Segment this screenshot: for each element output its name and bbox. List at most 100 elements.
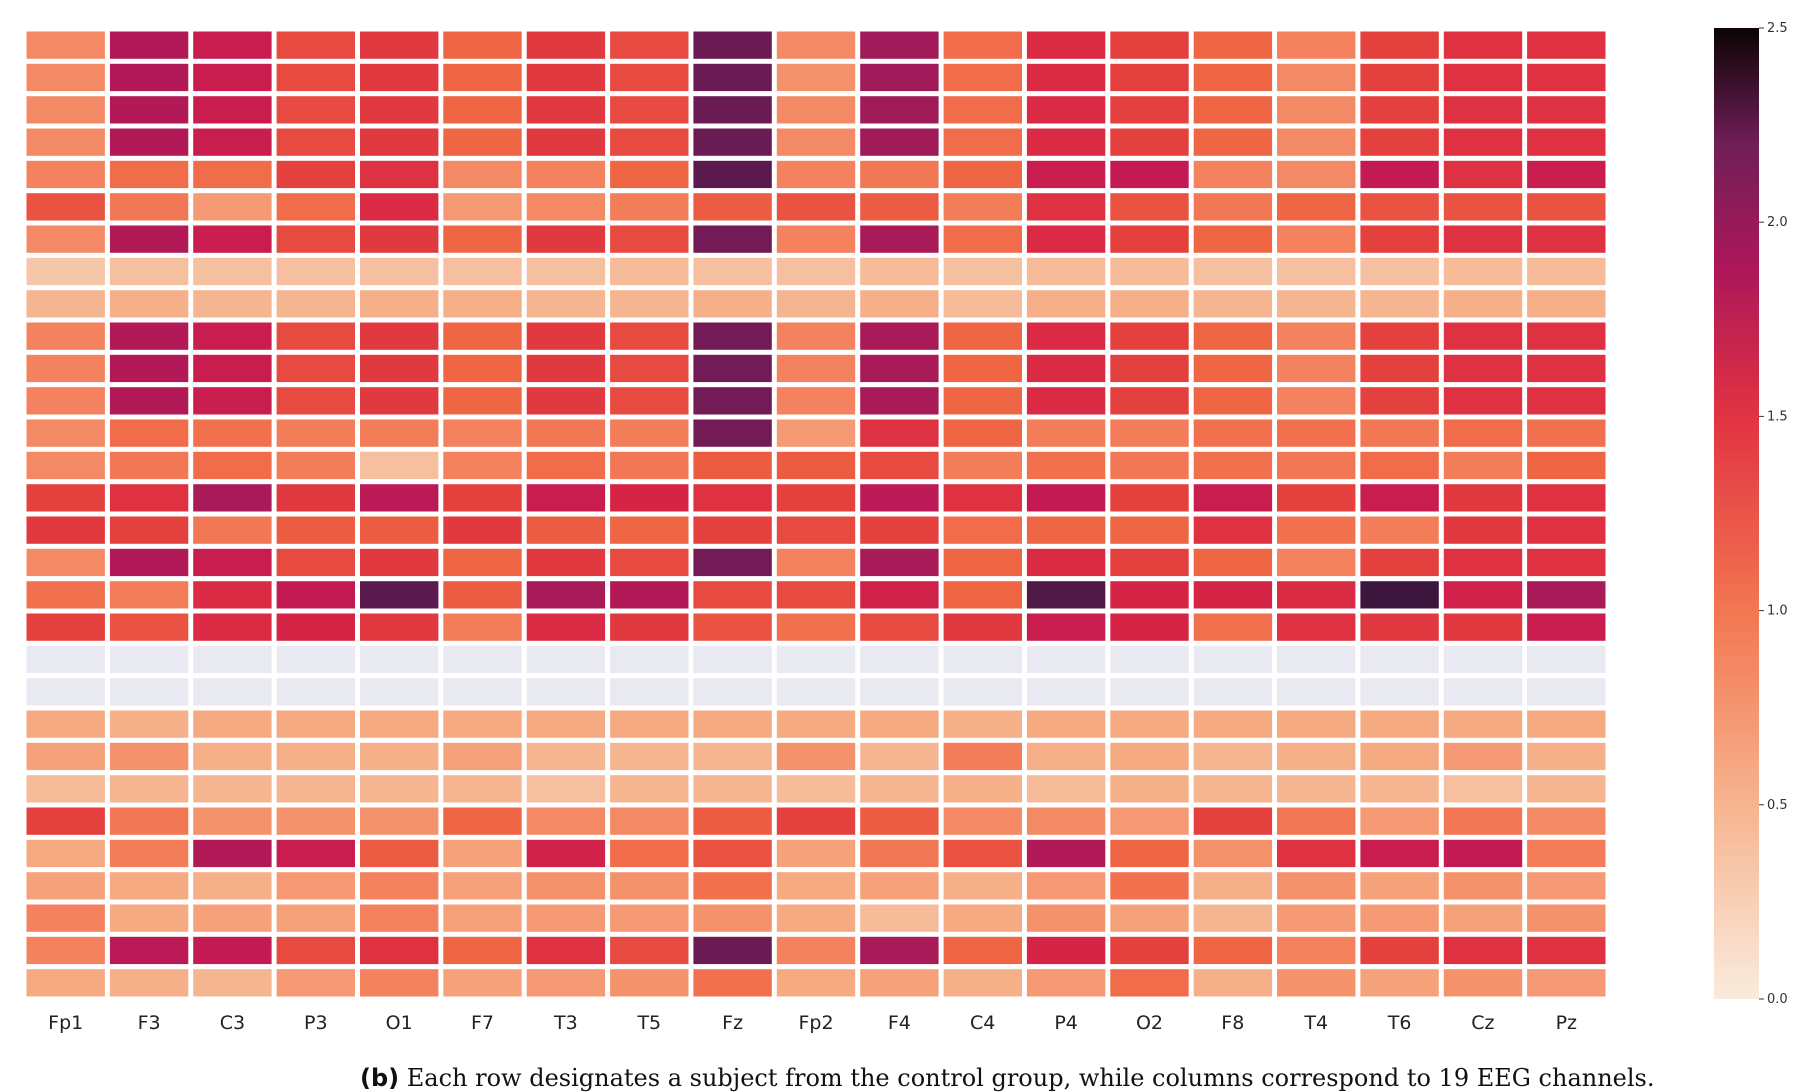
heatmap-cell bbox=[26, 742, 105, 771]
heatmap-cell bbox=[1277, 322, 1356, 350]
heatmap-cell bbox=[109, 290, 189, 318]
heatmap-cell bbox=[193, 290, 272, 318]
heatmap-cell bbox=[1443, 936, 1523, 965]
heatmap-cell bbox=[693, 710, 772, 738]
heatmap-cell bbox=[526, 419, 606, 447]
x-tick-label: F3 bbox=[138, 1012, 161, 1034]
heatmap-cell bbox=[610, 484, 689, 512]
heatmap-cell bbox=[1443, 872, 1523, 900]
heatmap-cell bbox=[443, 936, 522, 965]
heatmap-cell bbox=[1193, 96, 1273, 124]
heatmap-cell bbox=[1026, 484, 1106, 512]
heatmap-cell bbox=[1277, 581, 1356, 609]
heatmap-cell bbox=[443, 807, 522, 835]
heatmap-cell bbox=[943, 419, 1022, 447]
heatmap-cell bbox=[360, 775, 439, 803]
heatmap-cell bbox=[443, 581, 522, 609]
heatmap-cell bbox=[1026, 969, 1106, 997]
heatmap-cell bbox=[1277, 63, 1356, 92]
heatmap-cell bbox=[860, 257, 939, 286]
colorbar-tick-label: 2.0 bbox=[1767, 215, 1788, 230]
heatmap-cell bbox=[276, 645, 355, 674]
heatmap-cell bbox=[860, 936, 939, 965]
heatmap-cell bbox=[1360, 484, 1439, 512]
heatmap-cell bbox=[360, 807, 439, 835]
heatmap-cell bbox=[276, 710, 355, 738]
heatmap-cell bbox=[1443, 257, 1523, 286]
heatmap-cell bbox=[776, 31, 856, 59]
heatmap-cell bbox=[1277, 516, 1356, 544]
heatmap-cell bbox=[693, 322, 772, 350]
heatmap-cell bbox=[1277, 387, 1356, 415]
heatmap-cell bbox=[776, 645, 856, 674]
heatmap-cell bbox=[193, 969, 272, 997]
heatmap-cell bbox=[276, 936, 355, 965]
heatmap-cell bbox=[860, 969, 939, 997]
heatmap-cell bbox=[109, 484, 189, 512]
heatmap-cell bbox=[26, 872, 105, 900]
heatmap-cell bbox=[1277, 678, 1356, 706]
heatmap-cell bbox=[1360, 354, 1439, 383]
heatmap-cell bbox=[776, 451, 856, 480]
x-tick-label: Fz bbox=[722, 1012, 743, 1034]
heatmap-cell bbox=[693, 775, 772, 803]
heatmap-cell bbox=[860, 516, 939, 544]
heatmap-cell bbox=[276, 969, 355, 997]
heatmap-cell bbox=[1110, 322, 1189, 350]
colorbar-tick-label: 2.5 bbox=[1767, 21, 1788, 36]
heatmap-cell bbox=[1443, 710, 1523, 738]
heatmap-cell bbox=[1193, 969, 1273, 997]
heatmap-cell bbox=[26, 548, 105, 577]
heatmap-cell bbox=[1277, 742, 1356, 771]
heatmap-cell bbox=[109, 807, 189, 835]
heatmap-cell bbox=[776, 710, 856, 738]
heatmap-cell bbox=[693, 613, 772, 641]
heatmap-cell bbox=[693, 807, 772, 835]
heatmap-cell bbox=[860, 839, 939, 868]
heatmap-cell bbox=[1026, 904, 1106, 932]
heatmap-cell bbox=[26, 807, 105, 835]
heatmap-cell bbox=[443, 257, 522, 286]
heatmap-cell bbox=[443, 839, 522, 868]
heatmap-cell bbox=[360, 904, 439, 932]
heatmap-cell bbox=[276, 31, 355, 59]
heatmap-cell bbox=[860, 678, 939, 706]
heatmap-cell bbox=[1443, 548, 1523, 577]
heatmap-cell bbox=[1026, 257, 1106, 286]
heatmap-cell bbox=[526, 775, 606, 803]
heatmap-cell bbox=[443, 225, 522, 253]
heatmap-cell bbox=[1360, 451, 1439, 480]
heatmap-cell bbox=[1193, 807, 1273, 835]
heatmap-cell bbox=[1527, 63, 1606, 92]
heatmap-cell bbox=[943, 742, 1022, 771]
heatmap-cell bbox=[860, 613, 939, 641]
heatmap-cell bbox=[610, 451, 689, 480]
heatmap-cell bbox=[1193, 936, 1273, 965]
heatmap-cell bbox=[1360, 193, 1439, 221]
heatmap-cell bbox=[1026, 548, 1106, 577]
heatmap-cell bbox=[276, 128, 355, 156]
heatmap-cell bbox=[1110, 969, 1189, 997]
heatmap-cell bbox=[1277, 96, 1356, 124]
heatmap-cell bbox=[1110, 613, 1189, 641]
heatmap-cell bbox=[276, 96, 355, 124]
heatmap-cell bbox=[26, 128, 105, 156]
heatmap-cell bbox=[610, 322, 689, 350]
heatmap-cell bbox=[776, 969, 856, 997]
heatmap-cell bbox=[193, 678, 272, 706]
heatmap-cell bbox=[1026, 160, 1106, 189]
heatmap-cell bbox=[1360, 678, 1439, 706]
heatmap-cell bbox=[1193, 775, 1273, 803]
heatmap-cell bbox=[1277, 290, 1356, 318]
heatmap-cell bbox=[1443, 225, 1523, 253]
x-tick-label: T5 bbox=[636, 1012, 661, 1034]
heatmap-cell bbox=[26, 484, 105, 512]
heatmap-cell bbox=[109, 419, 189, 447]
heatmap-cell bbox=[443, 193, 522, 221]
heatmap-cell bbox=[1277, 257, 1356, 286]
heatmap-cell bbox=[193, 160, 272, 189]
heatmap-cell bbox=[360, 96, 439, 124]
heatmap-cell bbox=[1527, 128, 1606, 156]
heatmap-cell bbox=[943, 290, 1022, 318]
heatmap-cell bbox=[1360, 742, 1439, 771]
